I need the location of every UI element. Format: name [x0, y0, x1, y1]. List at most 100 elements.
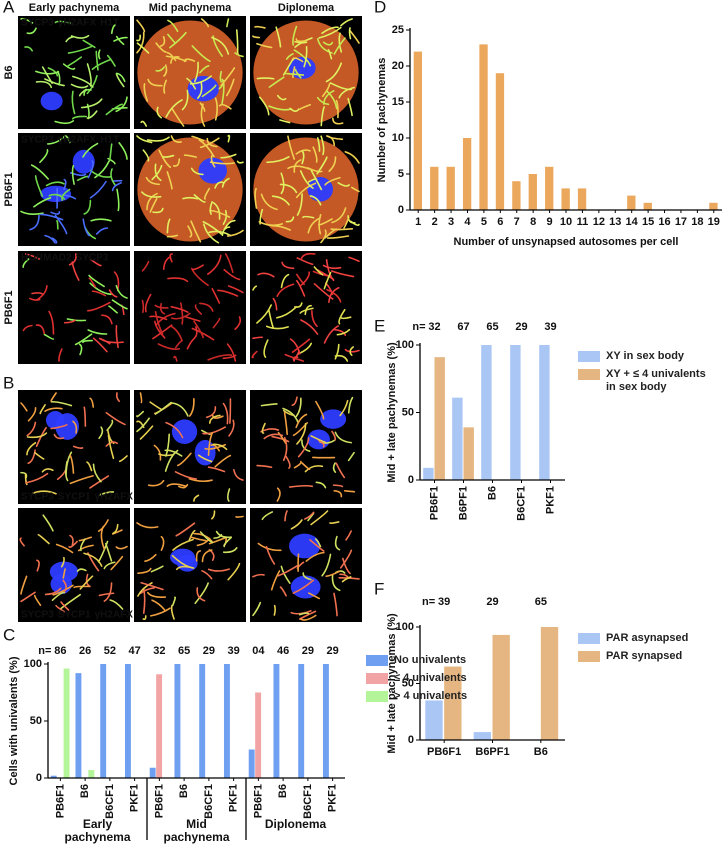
chromosome-axis — [299, 610, 317, 620]
chromosome-axis — [55, 604, 65, 613]
chromosome-axis — [224, 253, 234, 274]
nucleus-stain — [253, 137, 359, 242]
legend-swatch — [366, 673, 388, 684]
chromosome-axis — [235, 29, 239, 54]
chromosome-axis — [296, 193, 303, 216]
chromosome-axis — [199, 102, 206, 112]
chromosome-axis — [144, 553, 157, 563]
chromosome-axis — [321, 553, 332, 577]
chromosome-axis — [186, 337, 196, 350]
chromosome-axis — [256, 77, 275, 80]
stain-label: HORMAD2 — [21, 253, 72, 264]
chromosome-axis — [98, 337, 111, 345]
chromosome-axis — [110, 24, 117, 35]
chromosome-axis — [139, 425, 154, 440]
chromosome-axis — [146, 591, 167, 598]
chromosome-axis — [310, 169, 323, 191]
chromosome-axis — [50, 210, 61, 215]
chromosome-axis — [154, 401, 172, 415]
x-tick-label: B6PF1 — [475, 746, 509, 758]
chromosome-axis — [139, 392, 143, 404]
chromosome-axis — [170, 305, 189, 314]
chromosome-axis — [318, 26, 342, 39]
bar — [627, 195, 636, 210]
chromosome-axis — [37, 533, 50, 545]
chromosome-axis — [87, 329, 108, 335]
chromosome-axis — [265, 545, 276, 565]
stain-label: γH2AFX — [58, 18, 97, 29]
stain-label: SYCP3 — [21, 610, 54, 621]
chromosome-axis — [280, 172, 285, 195]
chromosome-axis — [108, 305, 118, 314]
chromosome-axis — [20, 17, 34, 24]
n-label: 39 — [438, 596, 450, 608]
chromosome-axis — [251, 350, 258, 359]
chromosome-axis — [304, 304, 312, 316]
chromosome-axis — [100, 525, 106, 550]
n-label: 65 — [535, 596, 547, 608]
chromosome-axis — [188, 397, 195, 417]
chromosome-axis — [227, 562, 241, 581]
legend-text: XY in sex body — [606, 350, 685, 362]
bar — [88, 770, 95, 778]
chromosome-axis — [142, 149, 150, 162]
chromosome-axis — [40, 213, 64, 221]
chromosome-axis — [115, 96, 128, 113]
micrograph — [134, 133, 246, 246]
chromosome-axis — [33, 197, 52, 208]
chromosome-axis — [24, 253, 41, 260]
stain-label: SYCP1 — [58, 610, 91, 621]
bar — [322, 664, 329, 778]
chromosome-axis — [204, 443, 227, 450]
chromosome-axis — [41, 66, 53, 84]
chromosome-axis — [338, 308, 346, 325]
legend-text: ≤ 4 univalents — [394, 672, 467, 684]
micrograph — [18, 251, 130, 364]
chromosome-axis — [141, 191, 162, 198]
chromosome-axis — [212, 443, 228, 451]
chromosome-axis — [50, 424, 68, 430]
chromosome-axis — [193, 320, 204, 339]
chromosome-axis — [71, 164, 75, 185]
micrograph — [18, 390, 130, 504]
chromosome-axis — [166, 218, 171, 234]
chromosome-axis — [285, 455, 291, 469]
chromosome-axis — [166, 171, 173, 190]
chromosome-axis — [20, 575, 28, 595]
chromosome-axis — [222, 209, 228, 226]
chromosome-axis — [153, 444, 162, 461]
chromosome-axis — [333, 592, 338, 617]
chromosome-axis — [159, 303, 166, 315]
x-tick-label: B6 — [277, 784, 289, 798]
chromosome-axis — [191, 135, 205, 142]
chromosome-axis — [295, 413, 308, 429]
chromosome-axis — [78, 536, 92, 542]
chromosome-axis — [160, 535, 165, 551]
chromosome-axis — [324, 176, 341, 186]
legend-text: PAR synapsed — [606, 650, 683, 662]
chromosome-axis — [115, 73, 125, 88]
chromosome-axis — [334, 343, 340, 360]
chromosome-axis — [173, 355, 178, 362]
chromosome-axis — [151, 599, 166, 611]
stain-label: SYCP3 — [76, 253, 109, 264]
chromosome-axis — [268, 309, 274, 329]
x-tick-label: 14 — [626, 216, 639, 228]
chromosome-axis — [333, 37, 346, 55]
chromosome-axis — [56, 220, 59, 230]
chromosome-axis — [44, 234, 56, 244]
chromosome-axis — [276, 487, 281, 502]
chromosome-axis — [209, 209, 231, 218]
chromosome-axis — [291, 396, 298, 406]
chromosome-axis — [115, 545, 128, 550]
chromosome-axis — [227, 134, 231, 143]
chromosome-axis — [220, 67, 236, 87]
chromosome-axis — [196, 587, 206, 602]
chromosome-axis — [309, 539, 325, 552]
chromosome-axis — [292, 25, 298, 46]
chromosome-axis — [320, 135, 325, 156]
chromosome-axis — [144, 293, 152, 313]
chromosome-axis — [20, 591, 36, 603]
chromosome-axis — [39, 404, 46, 415]
chromosome-axis — [141, 299, 145, 314]
